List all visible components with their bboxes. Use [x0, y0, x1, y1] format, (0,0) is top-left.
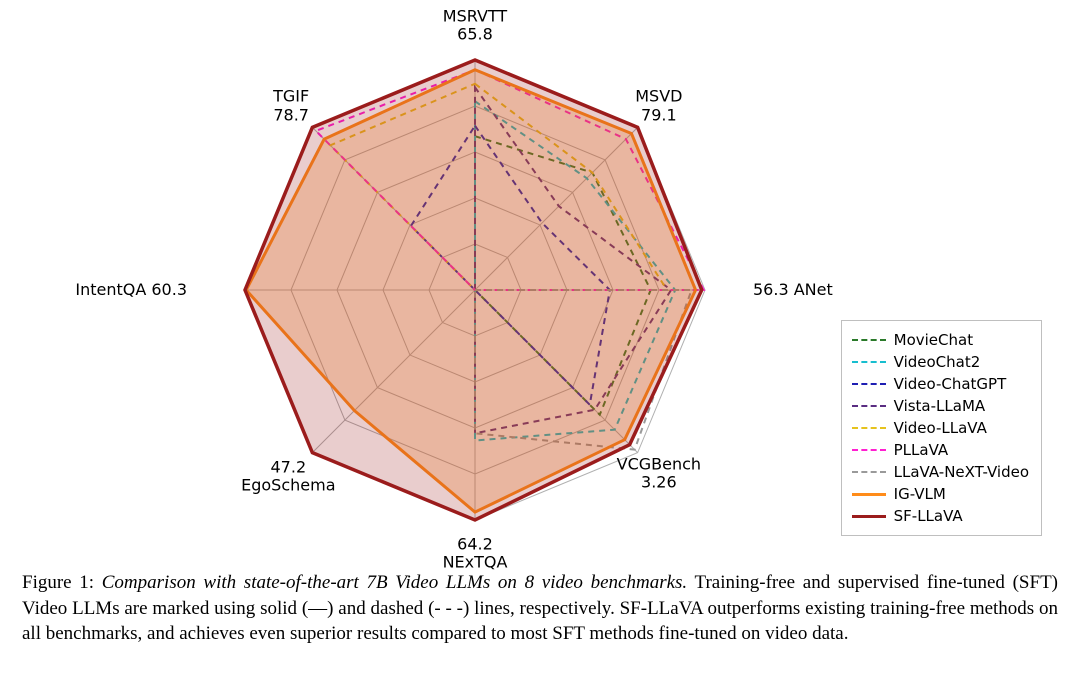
legend-label: Vista-LLaMA — [894, 397, 986, 415]
legend-label: LLaVA-NeXT-Video — [894, 463, 1029, 481]
legend-swatch — [852, 449, 886, 451]
axis-label: 64.2NExTQA — [443, 536, 508, 573]
axis-label: TGIF78.7 — [273, 88, 309, 125]
legend-swatch — [852, 515, 886, 518]
legend-item: MovieChat — [852, 329, 1029, 351]
axis-label: IntentQA 60.3 — [75, 281, 187, 299]
figure-caption: Figure 1: Comparison with state-of-the-a… — [22, 570, 1058, 647]
legend-item: SF-LLaVA — [852, 505, 1029, 527]
legend-swatch — [852, 339, 886, 341]
axis-label: 47.2EgoSchema — [241, 458, 335, 495]
legend-label: PLLaVA — [894, 441, 949, 459]
legend-label: IG-VLM — [894, 485, 946, 503]
legend-swatch — [852, 471, 886, 473]
legend-item: Video-LLaVA — [852, 417, 1029, 439]
axis-label: MSVD79.1 — [635, 88, 682, 125]
legend-label: MovieChat — [894, 331, 973, 349]
axis-label: 56.3 ANet — [753, 281, 833, 299]
legend-item: Video-ChatGPT — [852, 373, 1029, 395]
legend-item: VideoChat2 — [852, 351, 1029, 373]
legend-swatch — [852, 383, 886, 385]
axis-label: VCGBench3.26 — [617, 455, 701, 492]
legend-swatch — [852, 361, 886, 363]
legend-swatch — [852, 493, 886, 496]
legend-item: PLLaVA — [852, 439, 1029, 461]
caption-italic: Comparison with state-of-the-art 7B Vide… — [102, 572, 687, 593]
legend-swatch — [852, 427, 886, 429]
legend: MovieChat VideoChat2 Video-ChatGPT Vista-LL… — [841, 320, 1042, 536]
caption-prefix: Figure 1: — [22, 572, 102, 593]
legend-item: IG-VLM — [852, 483, 1029, 505]
legend-label: Video-LLaVA — [894, 419, 987, 437]
figure-container: MSRVTT65.8 MSVD79.1 56.3 ANet VCGBench3.26 6… — [0, 0, 1080, 685]
legend-label: VideoChat2 — [894, 353, 981, 371]
legend-label: Video-ChatGPT — [894, 375, 1007, 393]
axis-label: MSRVTT65.8 — [443, 8, 507, 45]
legend-swatch — [852, 405, 886, 407]
legend-label: SF-LLaVA — [894, 507, 963, 525]
legend-item: LLaVA-NeXT-Video — [852, 461, 1029, 483]
legend-item: Vista-LLaMA — [852, 395, 1029, 417]
